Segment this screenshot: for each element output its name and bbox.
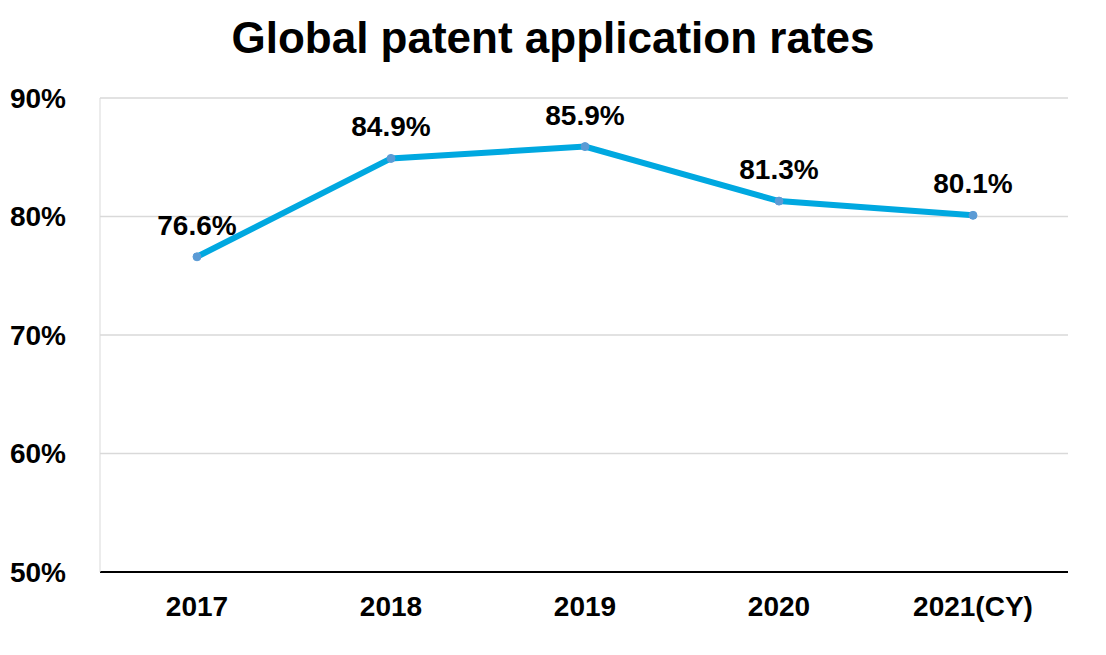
svg-text:2017: 2017 xyxy=(166,591,228,622)
svg-text:81.3%: 81.3% xyxy=(739,154,818,185)
html-text:Global patent application rate: Global patent application rates xyxy=(231,13,875,62)
svg-text:80%: 80% xyxy=(10,201,66,232)
svg-text:2019: 2019 xyxy=(554,591,616,622)
svg-text:76.6%: 76.6% xyxy=(157,210,236,241)
svg-text:84.9%: 84.9% xyxy=(351,111,430,142)
svg-text:50%: 50% xyxy=(10,557,66,588)
svg-text:70%: 70% xyxy=(10,320,66,351)
svg-text:2020: 2020 xyxy=(748,591,810,622)
svg-text:85.9%: 85.9% xyxy=(545,100,624,131)
svg-text:90%: 90% xyxy=(10,83,66,114)
svg-text:80.1%: 80.1% xyxy=(933,168,1012,199)
svg-text:60%: 60% xyxy=(10,438,66,469)
svg-text:2018: 2018 xyxy=(360,591,422,622)
svg-text:2021(CY): 2021(CY) xyxy=(913,591,1033,622)
